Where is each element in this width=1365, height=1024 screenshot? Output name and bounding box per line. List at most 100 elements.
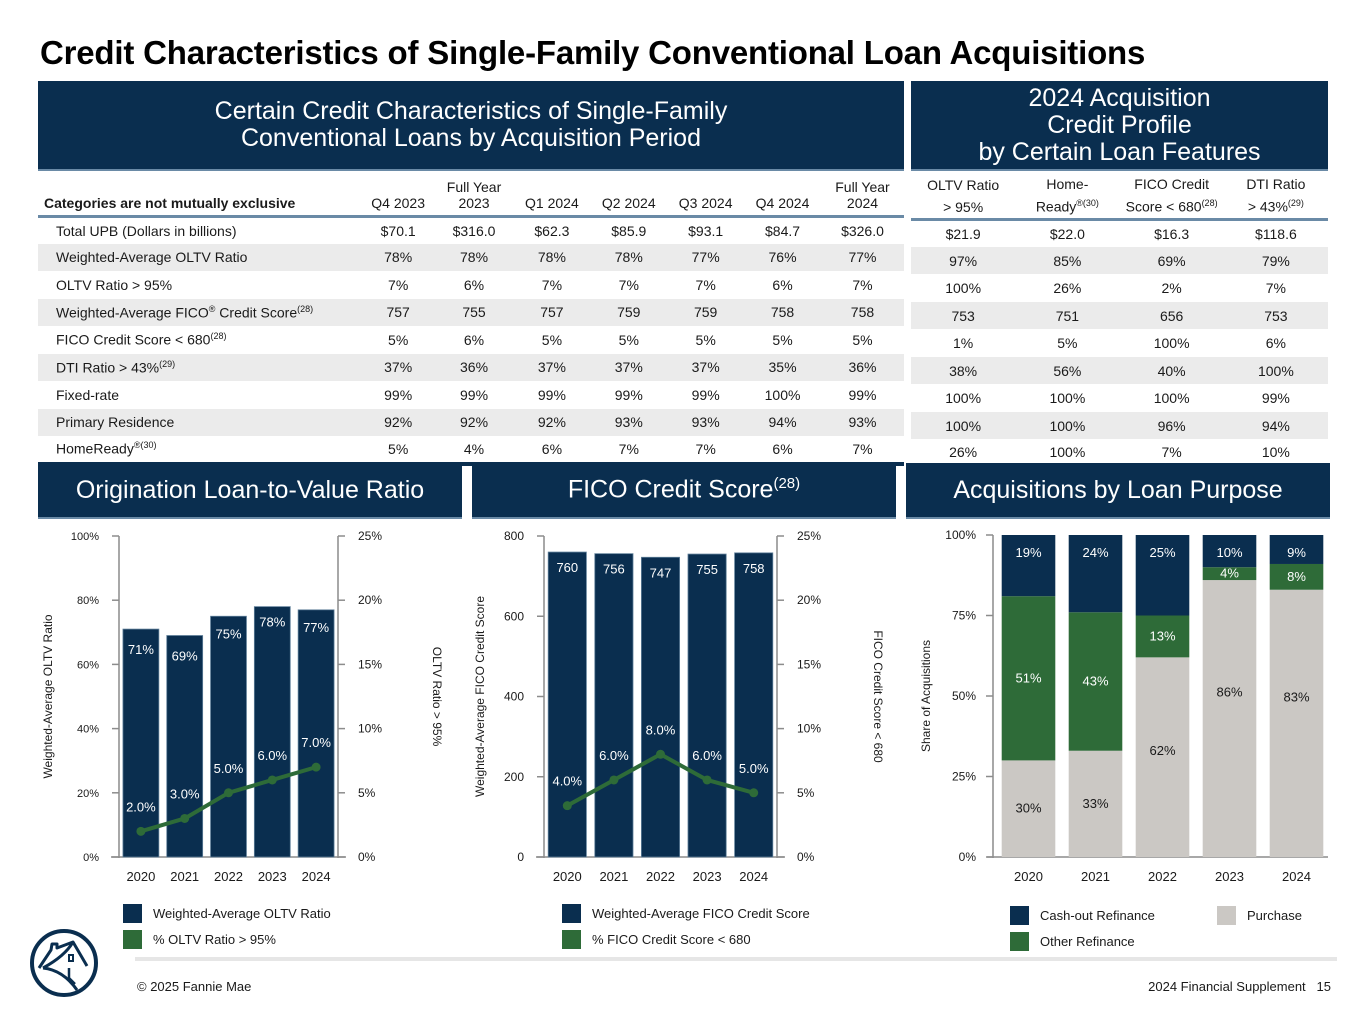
x-tick-label: 2023 bbox=[1215, 869, 1244, 884]
table-cell: 40% bbox=[1119, 356, 1224, 385]
table-cell: $16.3 bbox=[1154, 225, 1190, 242]
purpose-chart-title: Acquisitions by Loan Purpose bbox=[953, 475, 1283, 504]
column-header-line-2: 2024 bbox=[846, 195, 879, 212]
bar-2022 bbox=[210, 615, 247, 858]
stack-segment-purchase-2024 bbox=[1269, 589, 1324, 857]
segment-data-label: 4% bbox=[1220, 566, 1239, 581]
table-cell: 37% bbox=[590, 353, 668, 381]
table-cell: 99% bbox=[848, 386, 877, 403]
column-header: Q4 2023 bbox=[361, 176, 435, 218]
table-cell: 5% bbox=[541, 331, 563, 348]
table-cell: 753 bbox=[1223, 301, 1328, 330]
y-tick-label: 75% bbox=[952, 609, 976, 623]
table-row: Weighted-Average FICO® Credit Score(28) 7… bbox=[38, 298, 904, 326]
x-tick-label: 2024 bbox=[302, 869, 331, 884]
table-cell: 100% bbox=[1049, 390, 1086, 407]
table-header-row: Categories are not mutually exclusive Q4… bbox=[38, 176, 904, 218]
legend-label: Weighted-Average OLTV Ratio bbox=[153, 906, 331, 921]
credit-profile-banner: 2024 Acquisition Credit Profile by Certa… bbox=[911, 81, 1328, 171]
table-cell: $84.7 bbox=[765, 222, 801, 239]
column-header: Q3 2024 bbox=[667, 176, 745, 218]
footnote-ref: ®(30) bbox=[133, 440, 157, 451]
table-cell: 6% bbox=[513, 436, 591, 466]
footnote-ref: ®(30) bbox=[1076, 198, 1099, 209]
table-cell: 99% bbox=[384, 386, 413, 403]
table-cell: 751 bbox=[1015, 301, 1120, 330]
segment-data-label: 43% bbox=[1082, 674, 1108, 689]
bar-2023 bbox=[687, 553, 727, 858]
line-point-2024 bbox=[311, 762, 321, 772]
y2-tick-label: 20% bbox=[797, 593, 821, 607]
bar-data-label: 69% bbox=[172, 649, 198, 664]
table-cell: 4% bbox=[434, 436, 514, 466]
table-cell: 757 bbox=[361, 298, 435, 326]
table-cell: 78% bbox=[361, 243, 435, 271]
y-tick-label: 600 bbox=[504, 609, 524, 623]
table-cell: 757 bbox=[513, 298, 591, 326]
line-point-2020 bbox=[562, 801, 572, 811]
legend-swatch-navy bbox=[1010, 906, 1029, 925]
y-tick-label: 60% bbox=[77, 659, 99, 671]
banner-line-3: by Certain Loan Features bbox=[978, 137, 1261, 166]
column-header-line-2: Q3 2024 bbox=[678, 195, 733, 212]
banner-line-2: Conventional Loans by Acquisition Period bbox=[240, 124, 701, 152]
bar-data-label: 758 bbox=[743, 561, 765, 576]
table-row: DTI Ratio > 43%(29) 37% 36% 37% 37% 37% 35% 36% bbox=[38, 353, 904, 381]
x-tick-label: 2022 bbox=[214, 869, 243, 884]
table-cell: 92% bbox=[513, 408, 591, 436]
footnote-ref: (28) bbox=[773, 475, 801, 493]
column-header: Q4 2024 bbox=[744, 176, 821, 218]
table-cell: 38% bbox=[911, 356, 1016, 385]
legend-swatch-green bbox=[1010, 932, 1029, 951]
table-cell: 37% bbox=[513, 353, 591, 381]
table-header-row: OLTV Ratio > 95% Home- Ready®(30) FICO Credi… bbox=[911, 176, 1328, 221]
table-cell: 7% bbox=[667, 436, 745, 466]
bar-2021 bbox=[594, 553, 634, 858]
table-cell: 7% bbox=[695, 276, 716, 293]
table-cell: 77% bbox=[820, 243, 904, 271]
table-row: 97% 85% 69% 79% bbox=[911, 246, 1328, 275]
table-cell: 93% bbox=[667, 408, 745, 436]
table-cell: 78% bbox=[513, 243, 591, 271]
segment-data-label: 10% bbox=[1216, 545, 1242, 560]
table-cell: 6% bbox=[463, 276, 485, 293]
table-row: HomeReady®(30) 5% 4% 6% 7% 7% 6% 7% bbox=[38, 436, 904, 466]
footnote-ref: (29) bbox=[159, 358, 176, 369]
legend-item: % FICO Credit Score < 680 bbox=[562, 930, 751, 949]
y-tick-label: 0 bbox=[517, 850, 524, 864]
table-cell: 100% bbox=[1223, 356, 1328, 385]
x-tick-label: 2022 bbox=[1148, 869, 1177, 884]
table-cell: 79% bbox=[1223, 246, 1328, 275]
table-cell: 7% bbox=[618, 276, 639, 293]
footnote-ref: (28) bbox=[210, 331, 227, 342]
table-cell: 6% bbox=[463, 331, 485, 348]
table-cell: 5% bbox=[772, 331, 793, 348]
y-axis-title: Weighted-Average FICO Credit Score bbox=[473, 596, 487, 797]
line-point-2021 bbox=[609, 775, 619, 785]
segment-data-label: 86% bbox=[1216, 685, 1242, 700]
row-label: HomeReady®(30) bbox=[38, 436, 362, 466]
column-header-line-2: > 95% bbox=[943, 198, 984, 215]
table-cell: 7% bbox=[388, 276, 409, 293]
column-header-line-2: Q4 2024 bbox=[755, 195, 810, 212]
line-data-label: 5.0% bbox=[739, 761, 769, 776]
x-tick-label: 2024 bbox=[739, 869, 768, 884]
line-data-label: 6.0% bbox=[692, 748, 722, 763]
legend-label: Purchase bbox=[1247, 908, 1302, 923]
table-cell: 7% bbox=[541, 276, 563, 293]
segment-data-label: 33% bbox=[1082, 796, 1108, 811]
stack-segment-cash-out-refinance-2020 bbox=[1001, 535, 1056, 597]
line-point-2024 bbox=[749, 788, 759, 798]
legend-swatch-green bbox=[123, 930, 142, 949]
table-cell: 758 bbox=[744, 298, 821, 326]
line-point-2023 bbox=[702, 775, 712, 785]
oltv-chart: 0% 20% 40% 60% 80% 100% 0% 5% 10% 15% 20% 25% Weight… bbox=[41, 529, 444, 884]
legend-item: Cash-out Refinance bbox=[1010, 906, 1155, 925]
y-tick-label: 25% bbox=[952, 770, 976, 784]
supplement-title: 2024 Financial Supplement bbox=[1148, 979, 1306, 994]
legend-swatch-gray bbox=[1217, 906, 1236, 925]
table-cell: 100% bbox=[1153, 335, 1190, 352]
row-label: OLTV Ratio > 95% bbox=[56, 276, 173, 293]
footnote-ref: (28) bbox=[297, 303, 314, 314]
stack-segment-other-refinance-2022 bbox=[1135, 615, 1190, 658]
